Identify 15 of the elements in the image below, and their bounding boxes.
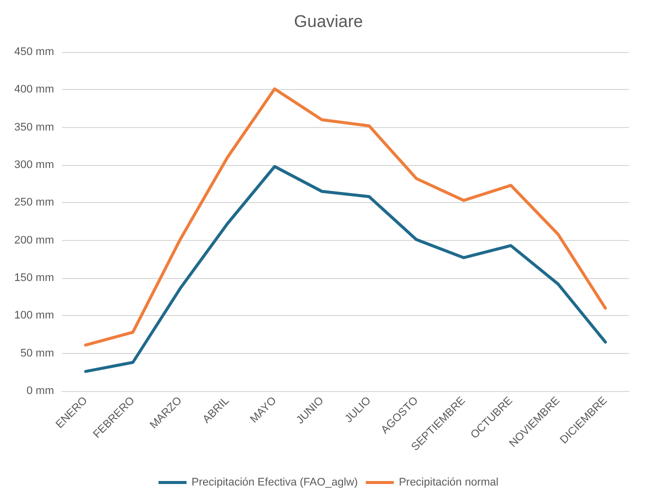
y-tick-label: 200 mm xyxy=(14,234,54,246)
chart-title: Guaviare xyxy=(294,12,363,31)
y-tick-label: 250 mm xyxy=(14,196,54,209)
line-series xyxy=(84,165,607,373)
legend-label: Precipitación normal xyxy=(398,476,498,488)
y-tick-label: 350 mm xyxy=(14,121,54,134)
y-tick-label: 100 mm xyxy=(14,310,54,322)
y-tick-label: 150 mm xyxy=(14,272,54,284)
y-tick-label: 400 mm xyxy=(14,84,54,96)
line-series xyxy=(84,87,607,347)
y-tick-label: 450 mm xyxy=(14,46,54,58)
y-tick-label: 50 mm xyxy=(20,347,54,360)
y-tick-label: 300 mm xyxy=(14,159,54,171)
y-tick-label: 0 mm xyxy=(26,385,54,397)
legend-label: Precipitación Efectiva (FAO_aglw) xyxy=(192,476,358,488)
